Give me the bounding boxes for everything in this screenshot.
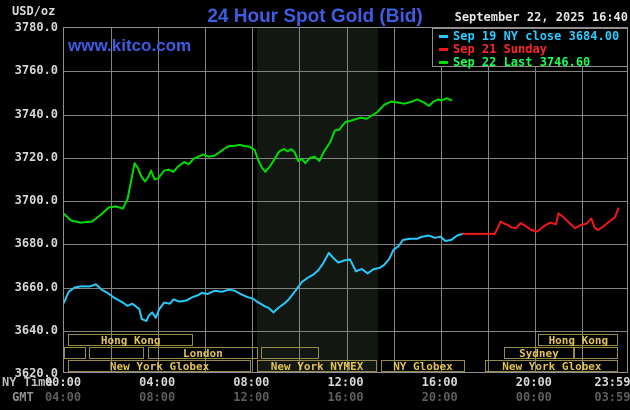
x-axis-tick-ny: 23:59 [594, 375, 630, 389]
legend-item: Sep 22 Last 3746.60 [433, 56, 627, 68]
legend-dash-icon [439, 34, 448, 38]
x-axis-tick-gmt: 16:00 [327, 390, 364, 404]
session-box-new-york-globex: New York Globex [68, 359, 252, 373]
chart-title: 24 Hour Spot Gold (Bid) [207, 6, 423, 27]
session-label: NY Globex [393, 359, 453, 373]
vertical-gridline [487, 28, 489, 372]
horizontal-gridline [64, 201, 627, 202]
session-box-sydney: Sydney [504, 346, 574, 360]
session-label: Sydney [519, 346, 559, 360]
vertical-gridline [205, 28, 207, 372]
legend-label: Sep 19 NY close 3684.00 [453, 29, 620, 43]
y-axis-tick: 3740.0 [14, 106, 58, 121]
y-axis-tick: 3680.0 [14, 236, 58, 251]
kitco-watermark: www.kitco.com [68, 36, 192, 55]
vertical-gridline [158, 28, 160, 372]
vertical-gridline [534, 28, 536, 372]
session-box-new-york-nymex: New York NYMEX [257, 359, 378, 373]
vertical-gridline [346, 28, 348, 372]
horizontal-gridline [64, 330, 627, 332]
legend-dash-icon [439, 60, 448, 64]
legend-item: Sep 19 NY close 3684.00 [433, 30, 627, 42]
session-box-london: London [147, 346, 259, 360]
y-axis-tick: 3760.0 [14, 63, 58, 78]
session-box [260, 347, 320, 359]
x-axis-tick-ny: 20:00 [515, 375, 552, 389]
vertical-gridline [440, 28, 442, 372]
gmt-axis-label: GMT [12, 390, 34, 404]
legend-dash-icon [439, 47, 448, 51]
session-label: New York Globex [109, 359, 210, 373]
y-axis-tick: 3700.0 [14, 193, 58, 207]
session-box-ny-globex: NY Globex [380, 359, 466, 373]
session-label: New York NYMEX [270, 359, 364, 373]
x-axis-tick-gmt: 20:00 [421, 390, 458, 404]
vertical-gridline [299, 28, 301, 372]
nymex-floor-hours-band [257, 28, 379, 372]
y-axis-tick: 3620.0 [14, 366, 58, 380]
legend-label: Sep 22 Last 3746.60 [453, 55, 591, 69]
x-axis-tick-ny: 12:00 [327, 375, 364, 389]
x-axis-tick-ny: 08:00 [233, 375, 270, 389]
horizontal-gridline [64, 71, 627, 73]
legend-item: Sep 21 Sunday [433, 43, 627, 55]
x-axis-tick-gmt: 04:00 [44, 390, 82, 404]
y-axis-tick: 3660.0 [14, 279, 58, 294]
horizontal-gridline [64, 114, 627, 116]
session-label: New York Globex [502, 359, 602, 373]
x-axis-tick-gmt: 03:59 [594, 390, 630, 404]
ny-time-axis-label: NY Time [2, 375, 53, 389]
session-box-hong-kong: Hong Kong [68, 333, 194, 347]
y-axis-tick: 3720.0 [14, 149, 58, 164]
y-axis-tick: 3640.0 [14, 322, 58, 337]
sep19-line [64, 232, 464, 322]
session-box [573, 347, 619, 359]
session-label: Hong Kong [548, 333, 609, 347]
y-axis-unit-label: USD/oz [12, 4, 56, 18]
chart-datetime: September 22, 2025 16:40 [454, 10, 628, 24]
vertical-gridline [252, 28, 254, 372]
x-axis-tick-ny: 04:00 [139, 375, 176, 389]
horizontal-gridline [64, 157, 627, 159]
legend-label: Sep 21 Sunday [453, 42, 547, 56]
session-box [64, 347, 87, 359]
x-axis-tick-gmt: 08:00 [139, 390, 176, 404]
session-box [88, 347, 145, 359]
price-lines [64, 97, 620, 322]
session-label: Hong Kong [100, 333, 161, 347]
x-axis-tick-ny: 00:00 [44, 375, 82, 389]
session-box-hong-kong: Hong Kong [538, 333, 619, 347]
vertical-gridline [581, 28, 583, 372]
horizontal-gridline [64, 287, 627, 289]
session-label: London [183, 346, 223, 360]
sep21-line [462, 207, 620, 235]
y-axis-tick: 3780.0 [14, 20, 58, 34]
horizontal-gridline [64, 244, 627, 246]
chart-legend: Sep 19 NY close 3684.00 Sep 21 Sunday Sep … [432, 28, 628, 68]
x-axis-tick-gmt: 00:00 [515, 390, 552, 404]
vertical-gridline [111, 28, 113, 372]
session-box-new-york-globex: New York Globex [485, 359, 619, 373]
sep22-line [64, 97, 453, 224]
x-axis-tick-gmt: 12:00 [233, 390, 270, 404]
chart-plot-area: Hong Kong Hong Kong London Sydney New York G… [63, 27, 628, 373]
x-axis-tick-ny: 16:00 [421, 375, 458, 389]
vertical-gridline [393, 28, 395, 372]
